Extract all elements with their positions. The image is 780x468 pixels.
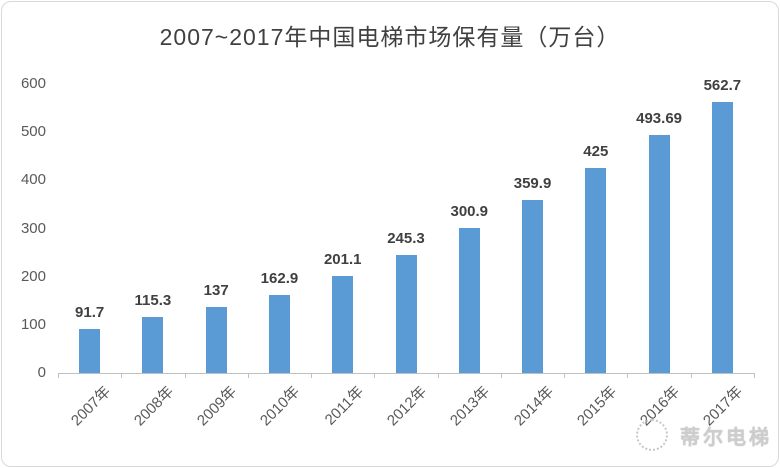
watermark: 蒂尔电梯	[636, 419, 772, 451]
x-axis-tick-mark	[564, 373, 566, 378]
bar-2008年	[142, 317, 164, 373]
x-axis-tick-mark	[690, 373, 692, 378]
x-axis-category-label: 2009年	[194, 383, 241, 430]
bar-2011年	[332, 276, 354, 373]
x-axis-tick-mark	[374, 373, 376, 378]
bar-2012年	[395, 254, 417, 373]
bar-value-label: 562.7	[703, 76, 742, 94]
bar-value-label: 137	[203, 282, 229, 299]
bar-value-label: 91.7	[75, 303, 105, 321]
x-axis-tick-mark	[627, 373, 629, 378]
bar-value-label: 162.9	[260, 269, 299, 287]
bar-value-label: 493.69	[636, 110, 683, 128]
bar-2016年	[648, 135, 670, 373]
bar-value-label: 300.9	[450, 203, 489, 221]
bar-2013年	[458, 228, 480, 373]
x-axis-category-label: 2011年	[321, 383, 367, 429]
bar-2007年	[79, 328, 101, 373]
y-axis-tick-label: 600	[20, 75, 46, 92]
bar-2009年	[205, 307, 227, 373]
x-axis-category-label: 2012年	[383, 383, 431, 430]
y-axis-tick-label: 100	[20, 315, 46, 333]
bar-value-label: 359.9	[513, 174, 552, 192]
y-axis-tick-label: 200	[20, 267, 46, 285]
bar-2015年	[585, 168, 607, 373]
x-axis-tick-mark	[247, 373, 249, 378]
y-axis-tick-label: 500	[20, 123, 46, 141]
x-axis-tick-mark	[311, 373, 313, 378]
x-axis-category-label: 2010年	[257, 383, 304, 430]
watermark-text: 蒂尔电梯	[680, 426, 772, 449]
x-axis-tick-mark	[437, 373, 439, 378]
bar-value-label: 425	[583, 143, 609, 161]
x-axis-tick-mark	[500, 373, 502, 378]
x-axis-tick-mark	[184, 373, 186, 378]
bar-value-label: 201.1	[323, 251, 362, 269]
x-axis-category-label: 2015年	[573, 383, 620, 430]
x-axis-tick-mark	[58, 373, 59, 378]
x-axis-tick-mark	[754, 373, 755, 378]
x-axis-category-label: 2008年	[130, 383, 178, 430]
bar-2017年	[711, 101, 733, 373]
y-axis-tick-label: 0	[37, 364, 46, 381]
x-axis-tick-mark	[121, 373, 123, 378]
x-axis-category-label: 2013年	[447, 383, 494, 430]
dotted-circle-logo-icon	[636, 419, 668, 451]
bar-value-label: 115.3	[134, 292, 172, 310]
y-axis-tick-label: 400	[20, 171, 46, 189]
bar-2010年	[268, 294, 290, 373]
bar-2014年	[522, 199, 544, 373]
x-axis-category-label: 2014年	[510, 383, 557, 430]
bar-value-label: 245.3	[387, 229, 425, 247]
x-axis-category-label: 2007年	[67, 383, 114, 430]
y-axis-tick-label: 300	[20, 219, 46, 237]
x-axis-line	[58, 373, 754, 374]
chart-title: 2007~2017年中国电梯市场保有量（万台）	[159, 24, 621, 50]
